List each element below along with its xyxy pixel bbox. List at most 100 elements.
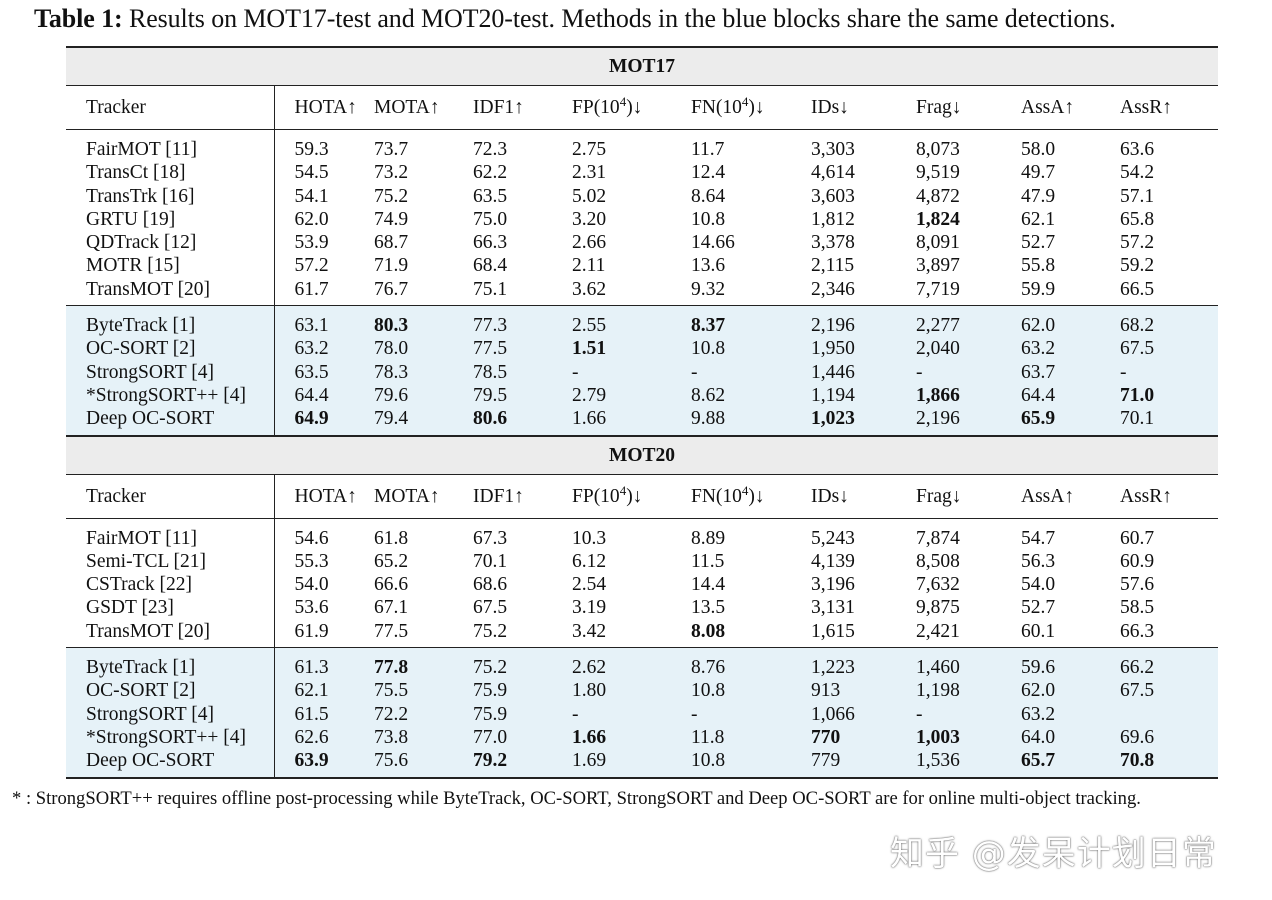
metric-cell: 61.3 (274, 656, 374, 680)
metric-cell: 63.2 (1021, 702, 1120, 726)
table-footnote: * : StrongSORT++ requires offline post-p… (12, 788, 1141, 809)
metric-cell: 2.31 (572, 162, 607, 184)
metric-cell: 2.54 (572, 574, 607, 596)
metric-cell: 58.0 (1021, 139, 1056, 160)
metric-cell: 60.7 (1120, 527, 1155, 549)
metric-cell: 10.3 (572, 527, 607, 549)
metric-cell: 2.55 (572, 314, 691, 338)
metric-cell: 3.42 (572, 620, 607, 642)
column-header: FN(104)↓ (691, 473, 811, 519)
column-header: MOTA↑ (374, 473, 473, 519)
metric-cell: 4,139 (811, 550, 855, 572)
metric-cell: 77.8 (374, 656, 473, 680)
metric-cell: 2.11 (572, 255, 606, 277)
tracker-name: StrongSORT [4] (66, 360, 275, 384)
metric-cell: 69.6 (1120, 725, 1218, 750)
metric-cell: 66.3 (473, 232, 508, 254)
tracker-name: GRTU [19] (66, 207, 275, 232)
table-row: ByteTrack [1] 63.1 80.3 77.3 2.55 8.37 2,196 2,… (66, 314, 1218, 338)
metric-cell: 80.3 (374, 314, 473, 338)
metric-cell: 3.19 (572, 597, 607, 619)
metric-cell: 1.80 (572, 679, 691, 703)
metric-cell: 73.2 (374, 162, 409, 184)
metric-cell: 75.0 (473, 208, 508, 230)
metric-cell: 79.2 (473, 749, 572, 773)
table-row: OC-SORT [2] 63.2 78.0 77.5 1.51 10.8 1,950 2,04… (66, 337, 1218, 361)
metric-cell: 6.12 (572, 550, 607, 572)
tracker-name: TransTrk [16] (66, 184, 275, 208)
metric-cell: 75.9 (473, 679, 572, 703)
tracker-name: FairMOT [11] (66, 526, 275, 550)
metric-cell: - (572, 702, 691, 726)
metric-cell: 54.7 (1021, 527, 1056, 549)
tracker-name: MOTR [15] (66, 254, 275, 278)
metric-cell: 7,719 (916, 278, 960, 300)
metric-cell: 55.3 (294, 550, 329, 572)
group-spacer (66, 772, 1218, 779)
metric-cell: 8,508 (916, 550, 960, 572)
watermark: 知乎 @发呆计划日常 (890, 834, 1217, 874)
metric-cell: 62.1 (274, 679, 374, 703)
tracker-name: CSTrack [22] (66, 573, 275, 597)
column-header: IDs↓ (811, 85, 916, 130)
metric-cell: 59.9 (1021, 278, 1056, 300)
group-spacer (66, 430, 1218, 436)
metric-cell: 60.9 (1120, 550, 1155, 572)
metric-cell: - (1120, 360, 1218, 384)
metric-cell: - (691, 702, 811, 726)
metric-cell: 3,378 (811, 232, 855, 254)
metric-cell: 1,536 (916, 749, 1021, 773)
group-spacer (66, 517, 1218, 527)
metric-cell: 63.2 (274, 337, 374, 361)
metric-cell: 1,194 (811, 383, 916, 408)
metric-cell: 1.69 (572, 749, 691, 773)
metric-cell: 54.6 (294, 527, 329, 549)
tracker-name: StrongSORT [4] (66, 702, 275, 726)
metric-cell: 60.1 (1021, 620, 1056, 642)
table-row: TransMOT [20] 61.9 77.5 75.2 3.42 8.08 1,615 2,… (66, 619, 1218, 644)
metric-cell: 68.4 (473, 255, 508, 277)
table-row: FairMOT [11] 59.3 73.7 72.3 2.75 11.7 3,303 8,0… (66, 138, 1218, 162)
metric-cell: 61.9 (294, 620, 329, 642)
table-row: FairMOT [11] 54.6 61.8 67.3 10.3 8.89 5,243 7,8… (66, 526, 1218, 550)
metric-cell: 67.5 (1120, 679, 1218, 703)
tracker-name: TransMOT [20] (66, 619, 275, 644)
metric-cell: 52.7 (1021, 232, 1056, 254)
metric-cell: 8.89 (691, 527, 726, 549)
metric-cell: 12.4 (691, 162, 726, 184)
column-header: Tracker (66, 473, 275, 519)
metric-cell: 75.2 (473, 620, 508, 642)
caption-text: Results on MOT17-test and MOT20-test. Me… (122, 4, 1116, 33)
metric-cell: 52.7 (1021, 597, 1056, 619)
metric-cell: 66.3 (1120, 620, 1155, 642)
metric-cell: 78.3 (374, 360, 473, 384)
metric-cell: 54.1 (294, 185, 329, 207)
table-row: *StrongSORT++ [4] 64.4 79.6 79.5 2.79 8.62 1,1… (66, 383, 1218, 408)
metric-cell: 77.3 (473, 314, 572, 338)
metric-cell: 7,874 (916, 527, 960, 549)
metric-cell: 8,091 (916, 232, 960, 254)
metric-cell: 1.51 (572, 337, 691, 361)
tracker-name: *StrongSORT++ [4] (66, 383, 275, 408)
table-row: TransCt [18] 54.5 73.2 62.2 2.31 12.4 4,614 9,5… (66, 161, 1218, 185)
section-title: MOT20 (66, 434, 1218, 475)
results-table: MOT17 Tracker HOTA↑ MOTA↑ IDF1↑ FP(104)↓ FN(10… (66, 46, 1218, 779)
metric-cell: 3,897 (916, 255, 960, 277)
column-header: FP(104)↓ (572, 85, 691, 130)
metric-cell: 77.5 (473, 337, 572, 361)
metric-cell: 63.6 (1120, 139, 1155, 160)
metric-cell: 54.0 (294, 574, 329, 596)
column-header: IDF1↑ (473, 85, 572, 130)
metric-cell: 75.9 (473, 702, 572, 726)
metric-cell: 63.7 (1021, 360, 1120, 384)
column-header: Tracker (66, 85, 275, 130)
column-header: IDF1↑ (473, 473, 572, 519)
metric-cell: 2,346 (811, 278, 855, 300)
metric-cell: 57.1 (1120, 185, 1155, 207)
metric-cell: 77.5 (374, 620, 409, 642)
metric-cell: 1,460 (916, 656, 1021, 680)
metric-cell: 2.79 (572, 383, 691, 408)
metric-cell: 65.7 (1021, 749, 1120, 773)
metric-cell: 5.02 (572, 185, 607, 207)
metric-cell: 72.3 (473, 139, 508, 160)
